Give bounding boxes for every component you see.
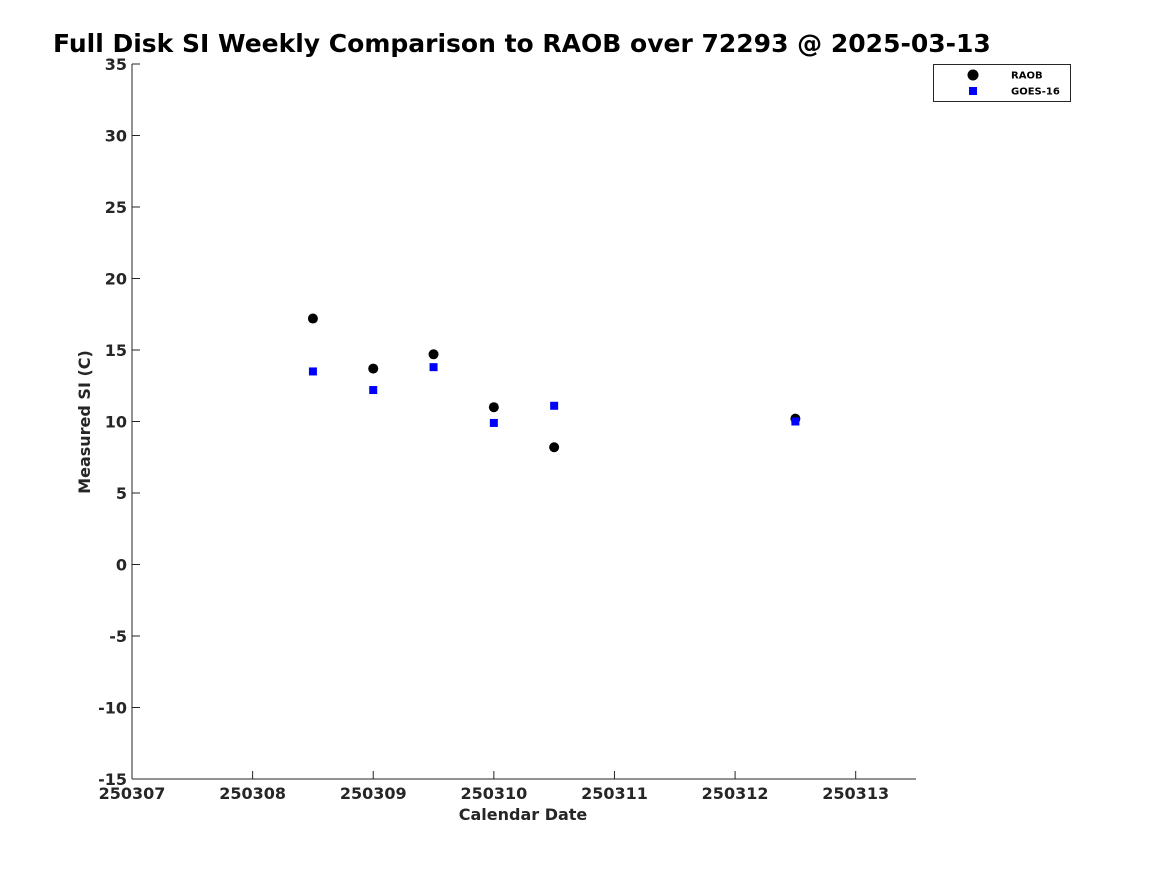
legend-goes-16-label: GOES-16 [1011, 87, 1060, 98]
data-marks [307, 313, 801, 453]
raob-point [488, 402, 499, 413]
x-tick-label: 250308 [219, 784, 286, 803]
goes-16-point [369, 386, 378, 395]
legend: RAOB GOES-16 [933, 64, 1071, 102]
goes-16-point [550, 401, 559, 410]
x-tick-label: 250311 [581, 784, 648, 803]
y-tick-label: -5 [109, 627, 127, 646]
goes-16-point [308, 367, 317, 376]
y-tick-label: 30 [105, 127, 127, 146]
y-tick-label: 20 [105, 270, 127, 289]
y-tick-label: 10 [105, 413, 127, 432]
y-tick-label: -15 [98, 770, 127, 789]
y-tick-label: 0 [116, 556, 127, 575]
goes-16-point [429, 363, 438, 372]
raob-point [368, 363, 379, 374]
y-tick-label: 35 [105, 55, 127, 74]
goes-16-point [791, 417, 800, 426]
y-axis-label: Measured SI (C) [75, 350, 94, 494]
raob-point [428, 349, 439, 360]
x-tick-label: 250310 [460, 784, 527, 803]
x-axis-label: Calendar Date [459, 805, 588, 824]
x-tick-label: 250312 [702, 784, 769, 803]
x-tick-label: 250313 [822, 784, 889, 803]
goes-16-point [489, 418, 498, 427]
chart-title: Full Disk SI Weekly Comparison to RAOB o… [53, 29, 991, 58]
x-tick-label: 250309 [340, 784, 407, 803]
y-tick-label: 15 [105, 341, 127, 360]
raob-point [549, 442, 560, 453]
y-tick-label: 25 [105, 198, 127, 217]
legend-raob-marker [967, 69, 979, 81]
x-tick-label: 250307 [99, 784, 166, 803]
legend-box [933, 64, 1071, 102]
y-tick-label: 5 [116, 484, 127, 503]
legend-goes-16-marker [969, 87, 977, 95]
raob-point [307, 313, 318, 324]
y-tick-label: -10 [98, 699, 127, 718]
legend-raob-label: RAOB [1011, 71, 1043, 82]
